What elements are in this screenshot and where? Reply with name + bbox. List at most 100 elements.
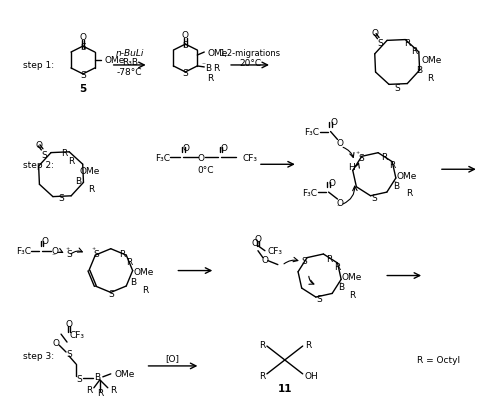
Text: 0°C: 0°C <box>197 165 214 174</box>
Text: ⁺: ⁺ <box>92 246 96 254</box>
Text: CF₃: CF₃ <box>69 330 84 339</box>
Text: O: O <box>252 239 258 248</box>
Text: B: B <box>393 181 399 190</box>
Text: CF₃: CF₃ <box>268 247 283 256</box>
Text: B: B <box>130 277 136 286</box>
Text: S: S <box>42 150 47 159</box>
Text: O: O <box>52 338 59 347</box>
Text: B: B <box>206 64 212 73</box>
Text: ⁺: ⁺ <box>356 150 360 159</box>
Text: S: S <box>182 69 188 78</box>
Text: step 2:: step 2: <box>24 160 54 169</box>
Text: R: R <box>207 74 214 83</box>
Text: [O]: [O] <box>166 354 179 363</box>
Text: O: O <box>372 28 379 38</box>
Text: R: R <box>142 285 149 294</box>
Text: S: S <box>80 71 86 80</box>
Text: OMe: OMe <box>396 171 416 180</box>
Text: R: R <box>381 152 388 161</box>
Text: R: R <box>334 262 340 271</box>
Text: OMe: OMe <box>80 166 100 175</box>
Text: F₃C: F₃C <box>16 247 31 256</box>
Text: R: R <box>68 157 74 166</box>
Text: 11: 11 <box>278 383 292 393</box>
Text: S: S <box>76 375 82 383</box>
Text: F₃C: F₃C <box>302 188 318 197</box>
Text: O: O <box>52 247 59 256</box>
Text: S: S <box>302 256 308 266</box>
Text: ⁻: ⁻ <box>336 202 340 211</box>
Text: R: R <box>411 46 417 55</box>
Text: step 1:: step 1: <box>24 61 54 70</box>
Text: 5: 5 <box>80 83 86 94</box>
Text: OH: OH <box>304 371 318 380</box>
Text: S: S <box>93 249 98 259</box>
Text: R: R <box>350 290 356 299</box>
Text: O: O <box>337 198 344 207</box>
Text: OMe: OMe <box>342 272 362 281</box>
Text: R: R <box>96 388 103 397</box>
Text: S: S <box>182 40 188 50</box>
Text: R: R <box>213 64 220 73</box>
Text: R: R <box>404 38 410 47</box>
Text: R: R <box>120 249 126 259</box>
Text: S: S <box>108 289 114 298</box>
Text: R: R <box>326 254 332 263</box>
Text: O: O <box>42 237 48 246</box>
Text: ⁻: ⁻ <box>202 60 205 69</box>
Text: OMe: OMe <box>421 56 442 65</box>
Text: ⁻: ⁻ <box>338 278 342 287</box>
Text: S: S <box>372 193 377 202</box>
Text: B: B <box>94 373 100 382</box>
Text: F₃C: F₃C <box>304 128 320 137</box>
Text: S̄: S̄ <box>66 349 72 358</box>
Text: O: O <box>183 144 190 152</box>
Text: R: R <box>406 188 412 197</box>
Text: ⁺: ⁺ <box>65 246 69 254</box>
Text: O: O <box>254 235 262 244</box>
Text: S: S <box>58 193 64 202</box>
Text: O: O <box>198 154 205 162</box>
Text: OMe: OMe <box>134 267 154 276</box>
Text: -78°C: -78°C <box>117 68 142 77</box>
Text: S: S <box>66 249 72 259</box>
Text: O: O <box>220 144 228 152</box>
Text: n-BuLi: n-BuLi <box>116 48 144 57</box>
Text: B: B <box>75 176 81 185</box>
Text: 20°C: 20°C <box>239 59 261 68</box>
Text: O: O <box>36 140 43 150</box>
Text: R: R <box>258 371 265 380</box>
Text: R: R <box>389 160 396 169</box>
Text: B: B <box>338 282 344 291</box>
Text: CF₃: CF₃ <box>242 154 257 162</box>
Text: O: O <box>80 33 86 42</box>
Text: H: H <box>348 162 355 171</box>
Text: O: O <box>262 256 268 264</box>
Text: S: S <box>316 294 322 303</box>
Text: R: R <box>258 340 265 349</box>
Text: R: R <box>86 385 92 394</box>
Text: R₃B: R₃B <box>122 58 138 67</box>
Text: S: S <box>378 38 383 47</box>
Text: ⁻: ⁻ <box>392 178 396 187</box>
Text: O: O <box>328 178 335 187</box>
Text: O: O <box>330 118 337 127</box>
Text: R: R <box>126 257 133 266</box>
Text: R: R <box>110 385 116 394</box>
Text: ⁻: ⁻ <box>51 251 55 259</box>
Text: O: O <box>182 31 189 40</box>
Text: 1,2-migrations: 1,2-migrations <box>220 48 280 57</box>
Text: S: S <box>394 84 400 93</box>
Text: O: O <box>337 139 344 147</box>
Text: OMe: OMe <box>115 370 135 378</box>
Text: step 3:: step 3: <box>24 351 54 361</box>
Text: R = Octyl: R = Octyl <box>418 356 461 365</box>
Text: R: R <box>88 184 94 193</box>
Text: OMe: OMe <box>207 48 228 57</box>
Text: R: R <box>61 149 67 157</box>
Text: F₃C: F₃C <box>156 154 170 162</box>
Text: S: S <box>358 154 364 162</box>
Text: R: R <box>304 340 311 349</box>
Text: S: S <box>80 43 86 52</box>
Text: B: B <box>416 66 422 75</box>
